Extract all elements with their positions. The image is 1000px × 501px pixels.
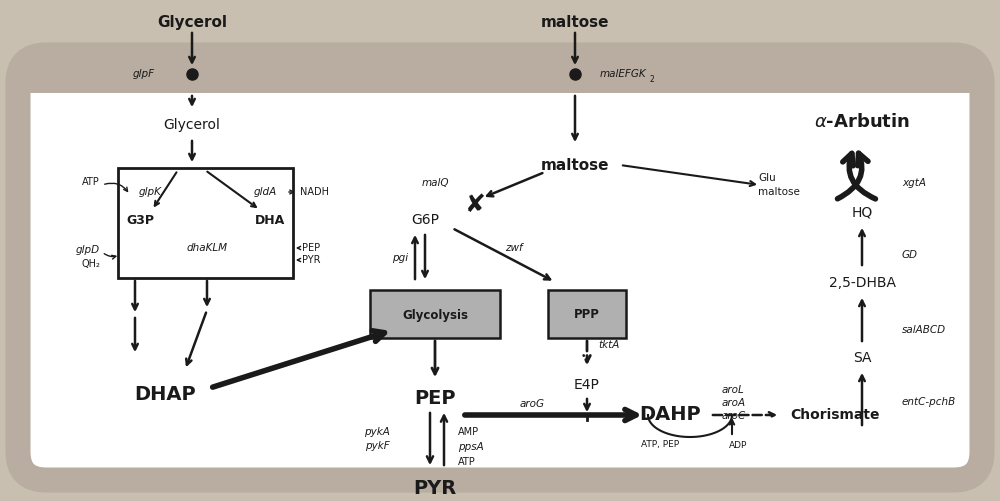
- FancyBboxPatch shape: [548, 290, 626, 338]
- FancyBboxPatch shape: [18, 55, 982, 480]
- Text: maltose: maltose: [541, 15, 609, 30]
- Text: malEFGK: malEFGK: [600, 69, 647, 79]
- Text: DAHP: DAHP: [639, 405, 701, 424]
- Text: DHAP: DHAP: [134, 385, 196, 404]
- FancyBboxPatch shape: [370, 290, 500, 338]
- Text: PEP: PEP: [302, 243, 320, 253]
- Text: 2,5-DHBA: 2,5-DHBA: [828, 276, 896, 290]
- Text: maltose: maltose: [758, 187, 800, 197]
- Text: HQ: HQ: [851, 206, 873, 220]
- Text: DHA: DHA: [255, 213, 285, 226]
- Text: PEP: PEP: [414, 388, 456, 407]
- Text: entC-pchB: entC-pchB: [902, 397, 956, 407]
- Text: malQ: malQ: [421, 178, 449, 188]
- Text: Glycolysis: Glycolysis: [402, 309, 468, 322]
- Text: E4P: E4P: [574, 378, 600, 392]
- Text: pgi: pgi: [392, 253, 408, 263]
- Text: maltose: maltose: [541, 157, 609, 172]
- Text: PPP: PPP: [574, 309, 600, 322]
- Text: aroG: aroG: [520, 399, 545, 409]
- Text: pykF: pykF: [365, 441, 390, 451]
- Text: Glycerol: Glycerol: [164, 118, 220, 132]
- Text: PYR: PYR: [413, 478, 457, 497]
- Text: aroL: aroL: [722, 385, 745, 395]
- Text: ppsA: ppsA: [458, 442, 484, 452]
- Text: QH₂: QH₂: [81, 259, 100, 269]
- Text: ADP: ADP: [729, 440, 747, 449]
- Text: xgtA: xgtA: [902, 178, 926, 188]
- Text: ✘: ✘: [464, 193, 486, 217]
- Text: aroA: aroA: [722, 398, 746, 408]
- Text: G3P: G3P: [126, 213, 154, 226]
- Text: NADH: NADH: [300, 187, 329, 197]
- Text: SA: SA: [853, 351, 871, 365]
- Text: G6P: G6P: [411, 213, 439, 227]
- Text: GD: GD: [902, 250, 918, 260]
- FancyBboxPatch shape: [118, 168, 293, 278]
- Text: Chorismate: Chorismate: [790, 408, 880, 422]
- Text: gldA: gldA: [253, 187, 277, 197]
- Text: Glu: Glu: [758, 173, 776, 183]
- Text: tktA: tktA: [598, 340, 619, 350]
- Text: salABCD: salABCD: [902, 325, 946, 335]
- Text: ATP: ATP: [82, 177, 100, 187]
- Text: AMP: AMP: [458, 427, 479, 437]
- Text: aroC: aroC: [722, 411, 746, 421]
- Text: Glycerol: Glycerol: [157, 15, 227, 30]
- Text: ATP, PEP: ATP, PEP: [641, 440, 679, 449]
- Text: zwf: zwf: [505, 243, 523, 253]
- Text: dhaKLM: dhaKLM: [186, 243, 228, 253]
- Bar: [18, 55, 982, 93]
- Text: PYR: PYR: [302, 255, 320, 265]
- Text: glpK: glpK: [139, 187, 161, 197]
- Text: glpF: glpF: [133, 69, 155, 79]
- Text: 2: 2: [650, 75, 655, 84]
- Text: pykA: pykA: [364, 427, 390, 437]
- Text: $\alpha$-Arbutin: $\alpha$-Arbutin: [814, 113, 910, 131]
- Text: glpD: glpD: [76, 245, 100, 255]
- Text: ATP: ATP: [458, 457, 476, 467]
